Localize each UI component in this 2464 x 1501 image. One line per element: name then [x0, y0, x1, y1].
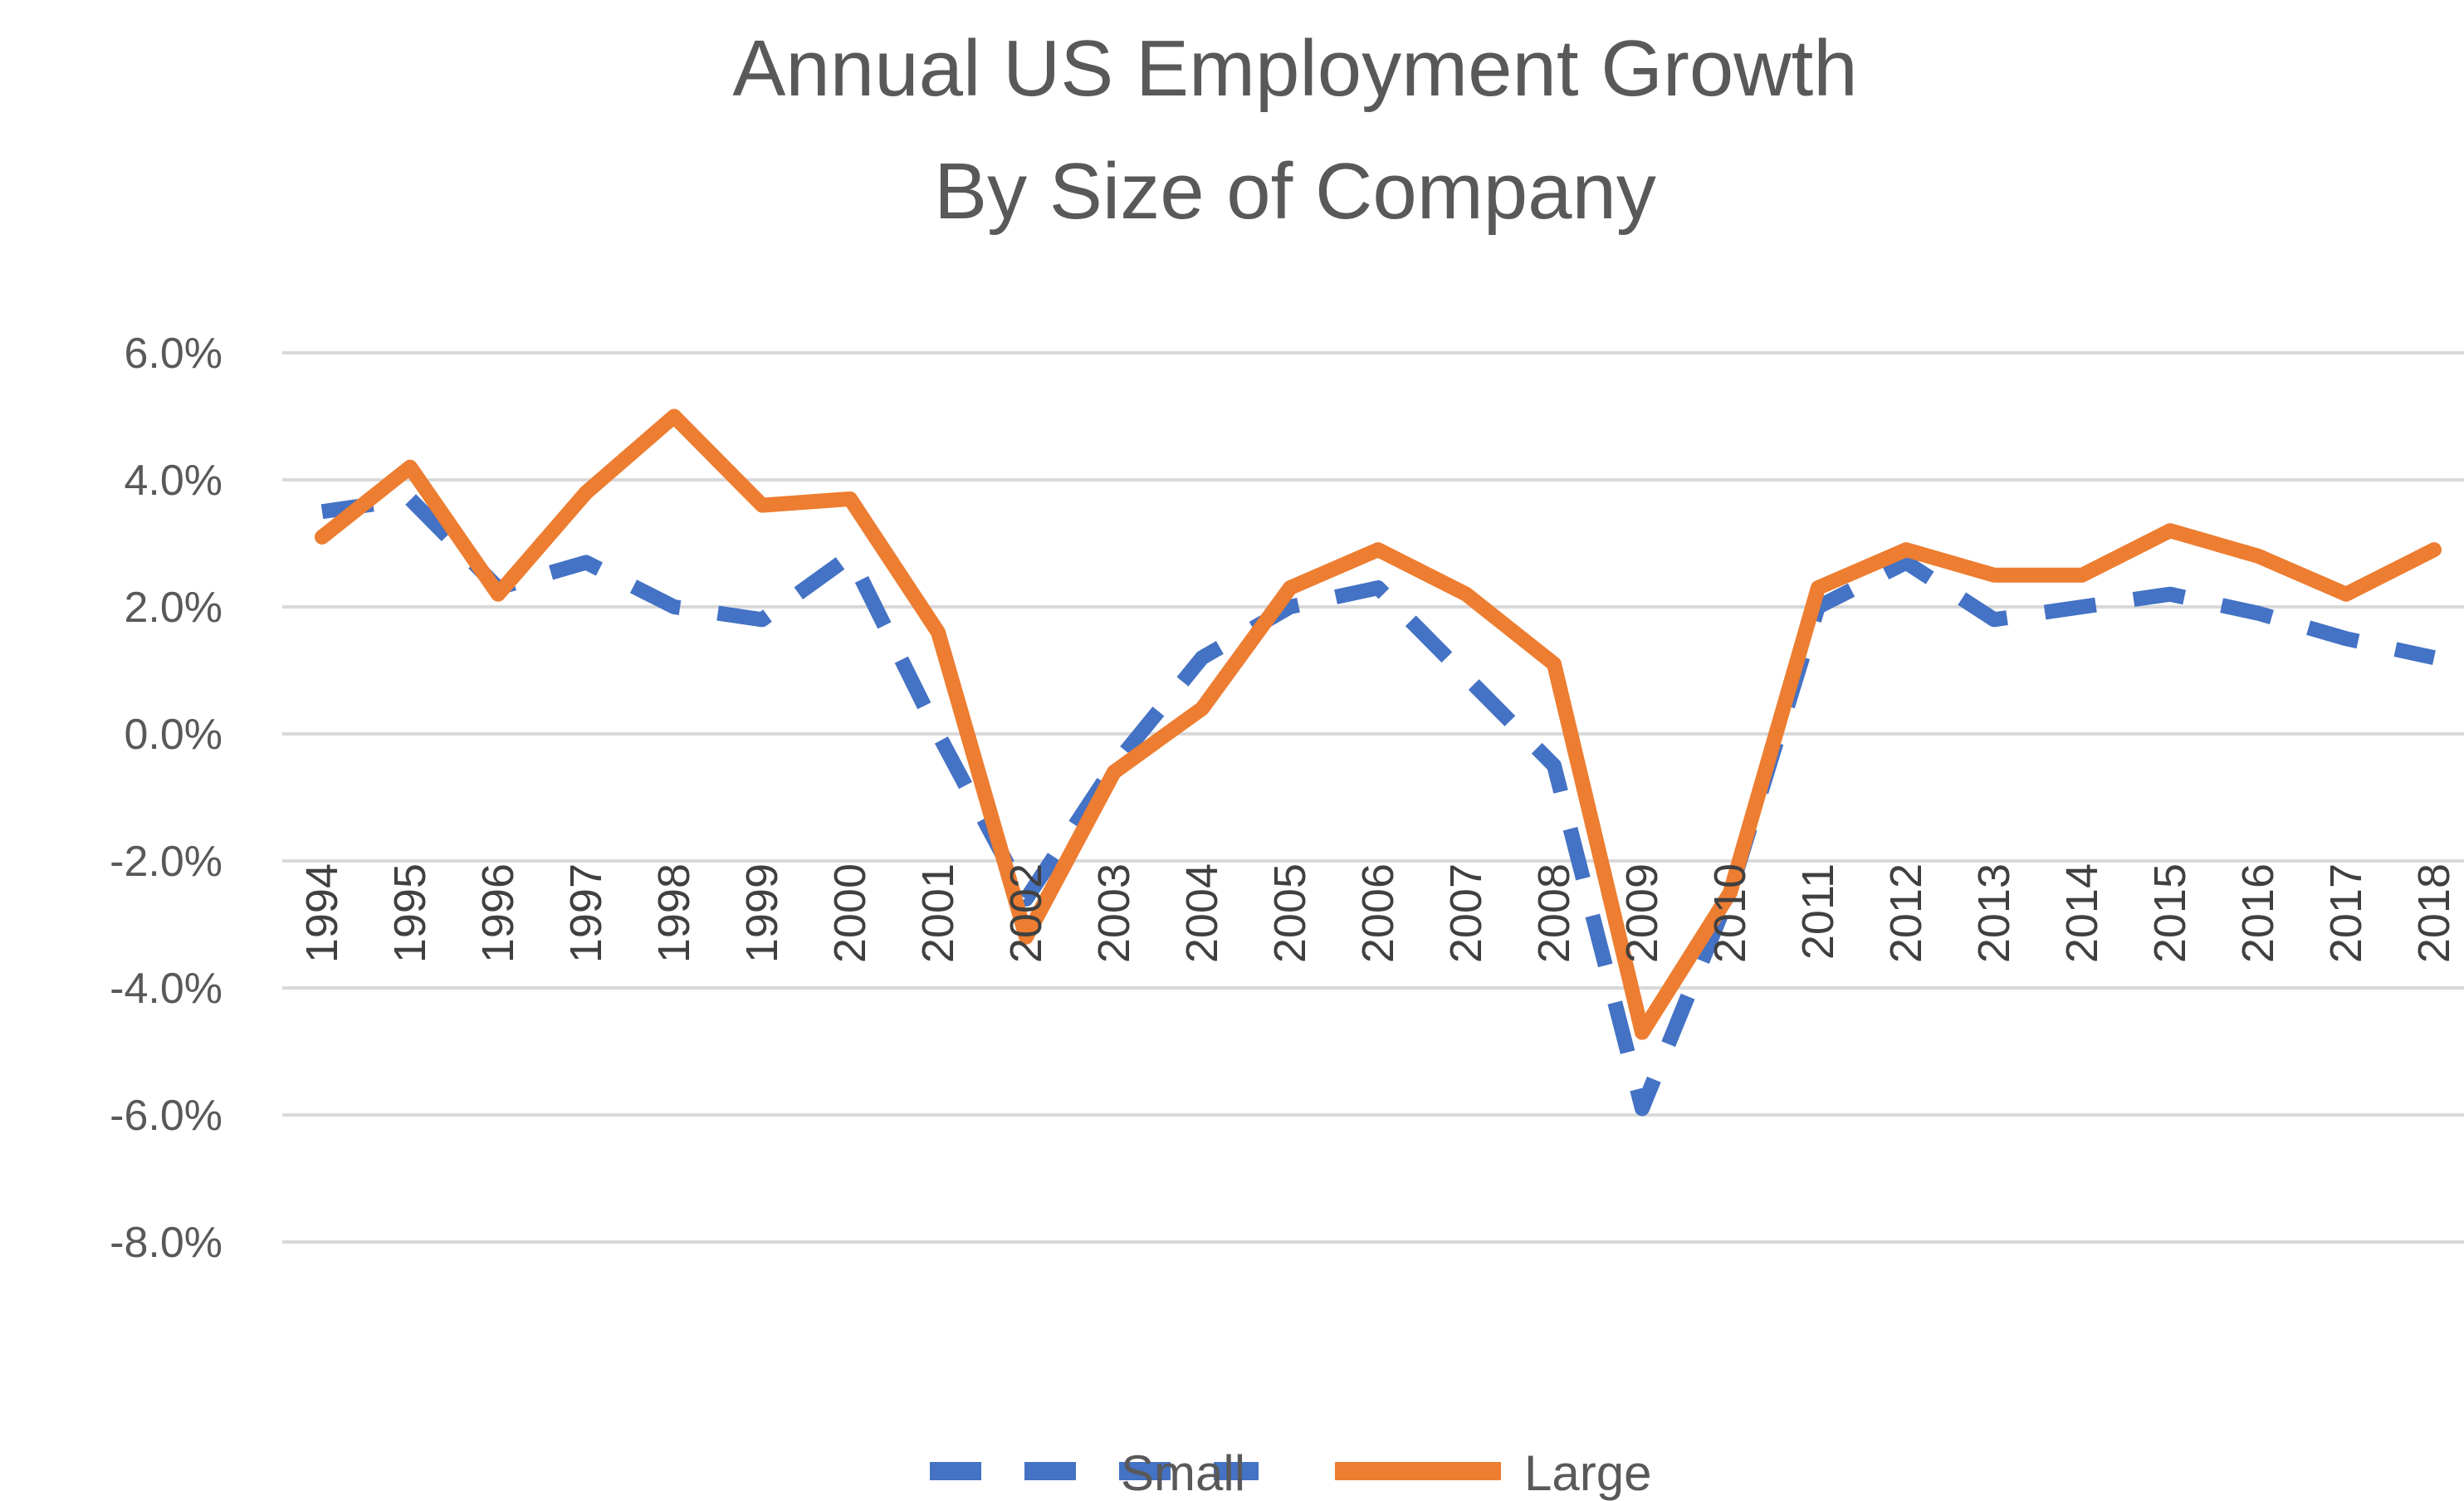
- series-lines: [315, 408, 2442, 1117]
- y-tick-label: 0.0%: [124, 711, 222, 759]
- x-tick-label: 1998: [649, 863, 699, 963]
- x-tick-label: 2011: [1793, 863, 1843, 960]
- x-tick-label: 2014: [2057, 863, 2107, 963]
- y-axis-ticks: 6.0% 4.0% 2.0% 0.0% -2.0% -4.0% -6.0% -8.0%: [110, 330, 222, 1267]
- x-tick-label: 2015: [2145, 863, 2195, 963]
- x-tick-label: 2006: [1353, 863, 1403, 963]
- x-tick-label: 2005: [1265, 863, 1315, 963]
- x-tick-label: 1994: [297, 863, 347, 963]
- chart-title-line-1: Annual US Employment Growth: [732, 24, 1858, 113]
- series-line-small: [320, 491, 2436, 1117]
- x-tick-label: 2004: [1177, 863, 1227, 963]
- x-tick-label: 2009: [1617, 863, 1667, 963]
- legend-large-label: Large: [1524, 1445, 1651, 1501]
- y-tick-label: 4.0%: [124, 457, 222, 505]
- gridlines: [282, 351, 2464, 1244]
- x-tick-label: 2008: [1529, 863, 1579, 963]
- x-tick-label: 2001: [913, 863, 963, 963]
- y-tick-label: -6.0%: [110, 1092, 222, 1140]
- chart-title-line-2: By Size of Company: [934, 147, 1656, 236]
- y-tick-label: -2.0%: [110, 838, 222, 886]
- x-tick-label: 1995: [385, 863, 435, 963]
- x-tick-label: 1999: [737, 863, 787, 963]
- x-tick-label: 2000: [825, 863, 875, 963]
- x-tick-label: 2007: [1441, 863, 1491, 963]
- x-tick-label: 2003: [1089, 863, 1139, 963]
- y-tick-label: 2.0%: [124, 584, 222, 632]
- x-tick-label: 2010: [1705, 863, 1755, 963]
- x-tick-label: 2016: [2233, 863, 2283, 963]
- x-axis-ticks: 1994 1995 1996 1997 1998 1999 2000 2001 2002 2003…: [297, 863, 2459, 963]
- y-tick-label: -4.0%: [110, 965, 222, 1013]
- y-tick-label: -8.0%: [110, 1219, 222, 1267]
- legend: Small Large: [930, 1445, 1651, 1501]
- x-tick-label: 2018: [2409, 863, 2459, 963]
- legend-small-label: Small: [1121, 1445, 1245, 1501]
- x-tick-label: 2012: [1881, 863, 1931, 963]
- series-line-large: [315, 408, 2442, 1040]
- x-tick-label: 2002: [1001, 863, 1051, 963]
- x-tick-label: 2017: [2321, 863, 2371, 963]
- y-tick-label: 6.0%: [124, 330, 222, 378]
- x-tick-label: 2013: [1969, 863, 2019, 963]
- x-tick-label: 1996: [473, 863, 523, 963]
- x-tick-label: 1997: [561, 863, 611, 963]
